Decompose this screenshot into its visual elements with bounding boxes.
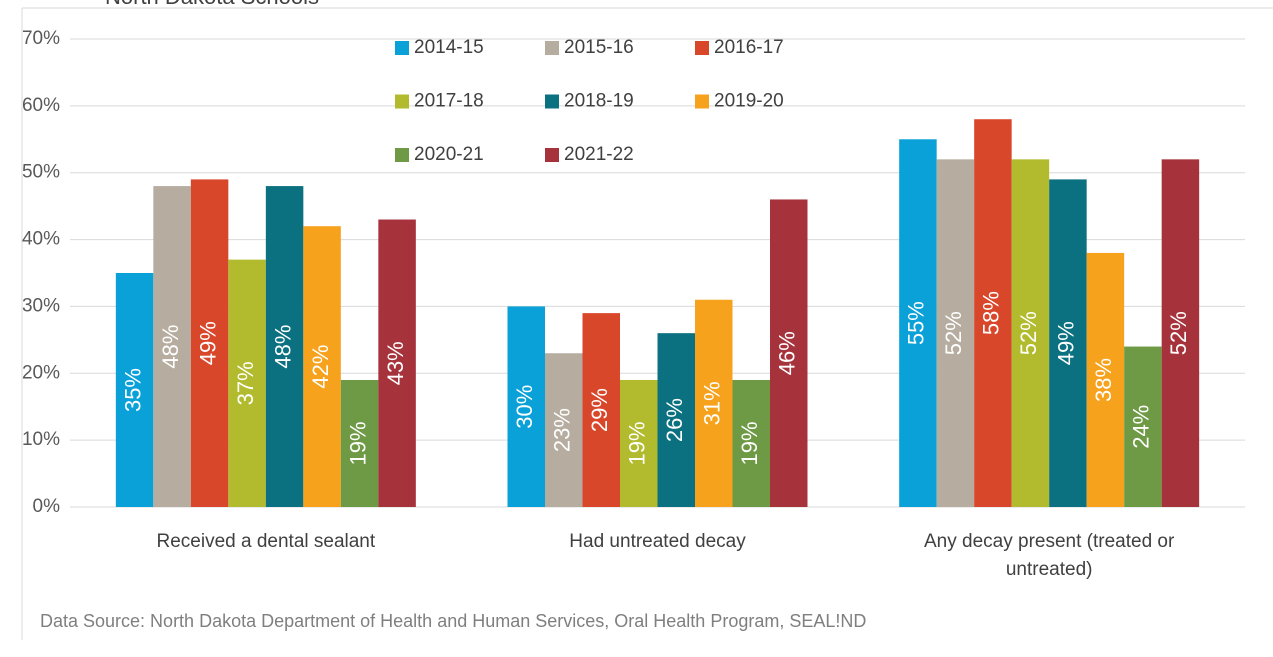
value-label: 42%	[308, 345, 333, 389]
bar	[732, 379, 770, 507]
bar	[115, 273, 154, 507]
bar	[974, 119, 1012, 507]
bar	[228, 259, 266, 507]
value-label: 19%	[737, 421, 762, 465]
value-label: 23%	[550, 408, 575, 452]
bar	[1086, 252, 1125, 507]
value-label: 46%	[775, 331, 800, 375]
value-label: 48%	[158, 325, 183, 369]
value-label: 19%	[625, 421, 650, 465]
x-tick-label: Had untreated decay	[569, 531, 746, 552]
legend-swatch	[545, 41, 559, 55]
y-tick-label: 20%	[22, 362, 60, 383]
value-label: 49%	[195, 321, 220, 365]
legend-label: 2018-19	[564, 91, 634, 112]
value-label: 55%	[904, 301, 929, 345]
value-label: 52%	[1166, 311, 1191, 355]
legend-swatch	[695, 41, 709, 55]
bar	[545, 353, 583, 507]
value-label: 26%	[662, 398, 687, 442]
source-note: Data Source: North Dakota Department of …	[40, 611, 866, 631]
value-label: 24%	[1129, 405, 1154, 449]
value-label: 30%	[512, 385, 537, 429]
legend-swatch	[395, 148, 409, 162]
legend-label: 2014-15	[414, 37, 484, 58]
value-label: 38%	[1091, 358, 1116, 402]
value-label: 49%	[1054, 321, 1079, 365]
x-tick-label: Any decay present (treated or untreated)	[924, 531, 1175, 580]
x-tick-label: Received a dental sealant	[156, 531, 376, 552]
y-tick-label: 60%	[22, 95, 60, 116]
bar	[1124, 346, 1162, 507]
value-label: 29%	[587, 388, 612, 432]
value-label: 31%	[700, 381, 725, 425]
bar	[153, 186, 191, 508]
y-tick-label: 40%	[22, 229, 60, 250]
legend-label: 2021-22	[564, 144, 634, 165]
y-tick-label: 10%	[22, 429, 60, 450]
bar	[265, 186, 304, 508]
bar	[657, 333, 695, 507]
y-tick-label: 70%	[22, 28, 60, 49]
legend-swatch	[395, 41, 409, 55]
value-label: 35%	[120, 368, 145, 412]
bar	[936, 159, 975, 508]
legend-label: 2016-17	[714, 37, 784, 58]
legend-swatch	[395, 94, 409, 109]
bar	[378, 219, 416, 507]
bar	[1161, 159, 1200, 508]
bar	[620, 379, 658, 507]
bar	[899, 139, 937, 508]
value-label: 48%	[270, 325, 295, 369]
bar	[695, 299, 733, 507]
bar	[190, 179, 229, 507]
legend-label: 2020-21	[414, 144, 484, 165]
legend-swatch	[545, 148, 559, 162]
value-label: 52%	[1016, 311, 1041, 355]
value-label: 19%	[345, 421, 370, 465]
y-tick-label: 30%	[22, 295, 60, 316]
bar	[340, 379, 379, 507]
bar	[303, 226, 341, 507]
bar	[1011, 159, 1050, 508]
legend-label: 2017-18	[414, 91, 484, 112]
y-tick-label: 0%	[33, 496, 61, 517]
value-label: 37%	[233, 361, 258, 405]
bar	[507, 306, 545, 507]
legend-label: 2015-16	[564, 37, 634, 58]
legend-swatch	[695, 94, 709, 109]
bar	[582, 313, 620, 507]
bar	[770, 199, 808, 507]
legend-swatch	[545, 94, 559, 109]
y-tick-label: 50%	[22, 162, 60, 183]
bar	[1049, 179, 1087, 507]
value-label: 43%	[383, 341, 408, 385]
value-label: 58%	[979, 291, 1004, 335]
chart-subtitle: North Dakota Schools	[105, 0, 319, 9]
legend-label: 2019-20	[714, 91, 784, 112]
value-label: 52%	[941, 311, 966, 355]
